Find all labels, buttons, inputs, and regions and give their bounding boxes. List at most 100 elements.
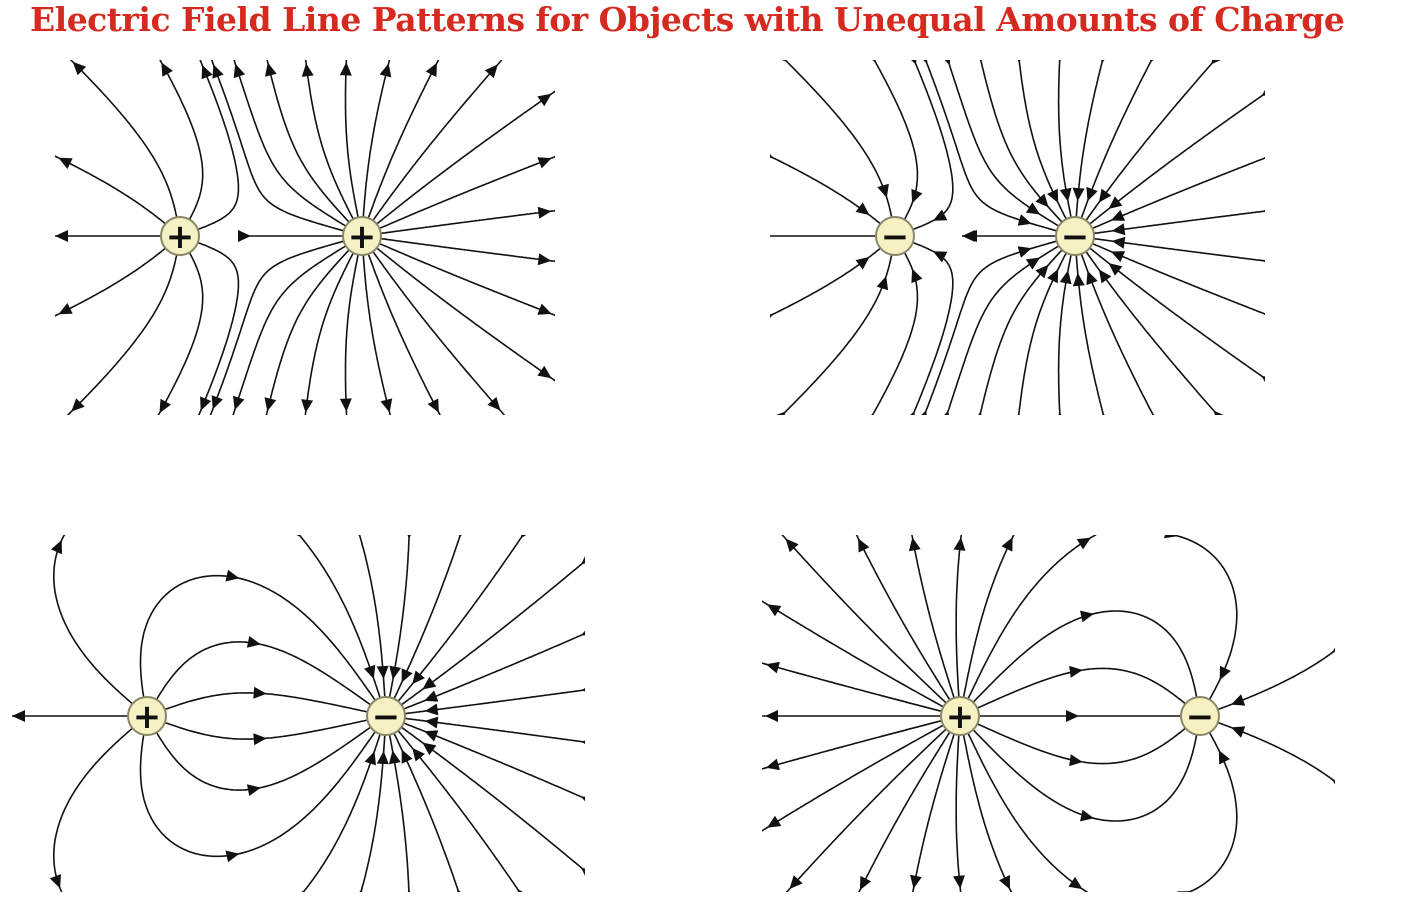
field-arrow <box>870 413 874 415</box>
field-arrow <box>765 710 778 722</box>
field-line <box>362 60 391 220</box>
field-arrow <box>1262 312 1265 316</box>
field-arrow <box>1069 754 1083 767</box>
field-arrow <box>1231 726 1246 738</box>
field-line <box>69 60 178 220</box>
field-arrow <box>484 64 498 79</box>
field-line <box>53 535 135 706</box>
field-arrow <box>908 537 921 552</box>
field-arrow <box>300 889 305 892</box>
charge-small-positive: + <box>127 696 167 737</box>
field-arrow <box>12 710 25 722</box>
field-lines <box>762 535 1335 892</box>
field-arrow <box>407 889 411 892</box>
field-line <box>1215 721 1335 783</box>
field-arrow <box>246 635 261 648</box>
field-arrow <box>933 209 948 221</box>
field-arrow <box>1025 202 1041 215</box>
field-arrow <box>581 867 585 876</box>
field-arrow <box>876 276 889 291</box>
field-arrow <box>212 64 224 79</box>
field-line <box>362 252 392 415</box>
field-arrow <box>1098 269 1112 284</box>
field-lines <box>770 60 1265 415</box>
field-arrow <box>401 749 413 764</box>
field-arrow <box>944 60 951 66</box>
field-line <box>195 241 240 415</box>
field-arrow <box>858 538 870 553</box>
field-arrow <box>1213 410 1224 415</box>
charge-small-negative: − <box>875 216 915 257</box>
field-arrow <box>1177 891 1192 892</box>
field-arrow <box>537 365 552 379</box>
field-arrow <box>424 703 439 716</box>
field-line <box>975 722 1188 765</box>
field-arrow <box>422 676 437 690</box>
field-arrow <box>910 411 915 415</box>
field-line <box>781 252 893 415</box>
page-title: Electric Field Line Patterns for Objects… <box>30 0 1345 39</box>
field-arrow <box>407 535 411 539</box>
field-arrow <box>1110 209 1126 221</box>
panel-small-positive-large-positive: + + <box>55 60 555 415</box>
field-line <box>157 250 204 415</box>
field-arrow <box>911 60 917 65</box>
field-arrow <box>581 688 585 692</box>
field-arrow <box>781 60 788 62</box>
field-arrow <box>211 395 223 410</box>
charge-large-positive: + <box>940 696 980 737</box>
field-arrow <box>855 256 870 270</box>
field-arrow <box>364 664 376 679</box>
field-arrow <box>1231 694 1246 706</box>
field-arrow <box>1261 375 1265 383</box>
charge-symbol: + <box>133 697 162 737</box>
field-arrow <box>1035 264 1049 279</box>
field-arrow <box>517 888 523 892</box>
field-arrow <box>1047 188 1059 203</box>
field-line <box>66 252 178 415</box>
field-line <box>762 600 946 709</box>
field-arrow <box>1262 156 1265 160</box>
field-line <box>378 209 555 235</box>
field-arrow <box>233 63 246 79</box>
field-arrow <box>339 62 352 76</box>
field-line <box>344 252 360 415</box>
field-arrow <box>1080 610 1094 623</box>
field-arrow <box>1098 188 1112 203</box>
field-arrow <box>58 303 73 315</box>
field-arrow <box>581 630 585 636</box>
field-arrow <box>412 670 425 685</box>
field-line <box>971 727 1198 822</box>
field-arrow <box>999 875 1010 890</box>
field-arrow <box>424 730 439 742</box>
field-line <box>366 251 441 415</box>
field-line <box>266 60 351 225</box>
field-line <box>971 610 1198 705</box>
field-arrow <box>1110 251 1126 263</box>
field-arrow <box>1017 412 1020 415</box>
field-arrow <box>855 202 870 216</box>
field-line <box>210 60 346 233</box>
charge-small-negative: − <box>1180 696 1220 737</box>
field-arrow <box>1262 209 1265 213</box>
field-line <box>770 155 883 226</box>
field-arrow <box>911 268 923 284</box>
field-arrow <box>225 569 240 582</box>
field-arrow <box>1210 60 1221 65</box>
field-arrow <box>301 63 314 77</box>
field-arrow <box>1150 60 1154 63</box>
field-line <box>858 729 952 892</box>
charge-symbol: + <box>166 217 195 257</box>
field-line <box>209 239 346 415</box>
field-arrow <box>1086 270 1098 286</box>
field-arrow <box>389 665 402 680</box>
field-arrow <box>1017 246 1032 258</box>
field-arrow <box>1072 187 1085 202</box>
charge-symbol: − <box>372 697 401 737</box>
field-line <box>762 719 944 770</box>
field-arrow <box>537 253 552 266</box>
field-arrow <box>581 796 585 802</box>
field-arrow <box>49 874 61 889</box>
field-arrow <box>537 157 552 169</box>
field-arrow <box>1001 537 1013 552</box>
